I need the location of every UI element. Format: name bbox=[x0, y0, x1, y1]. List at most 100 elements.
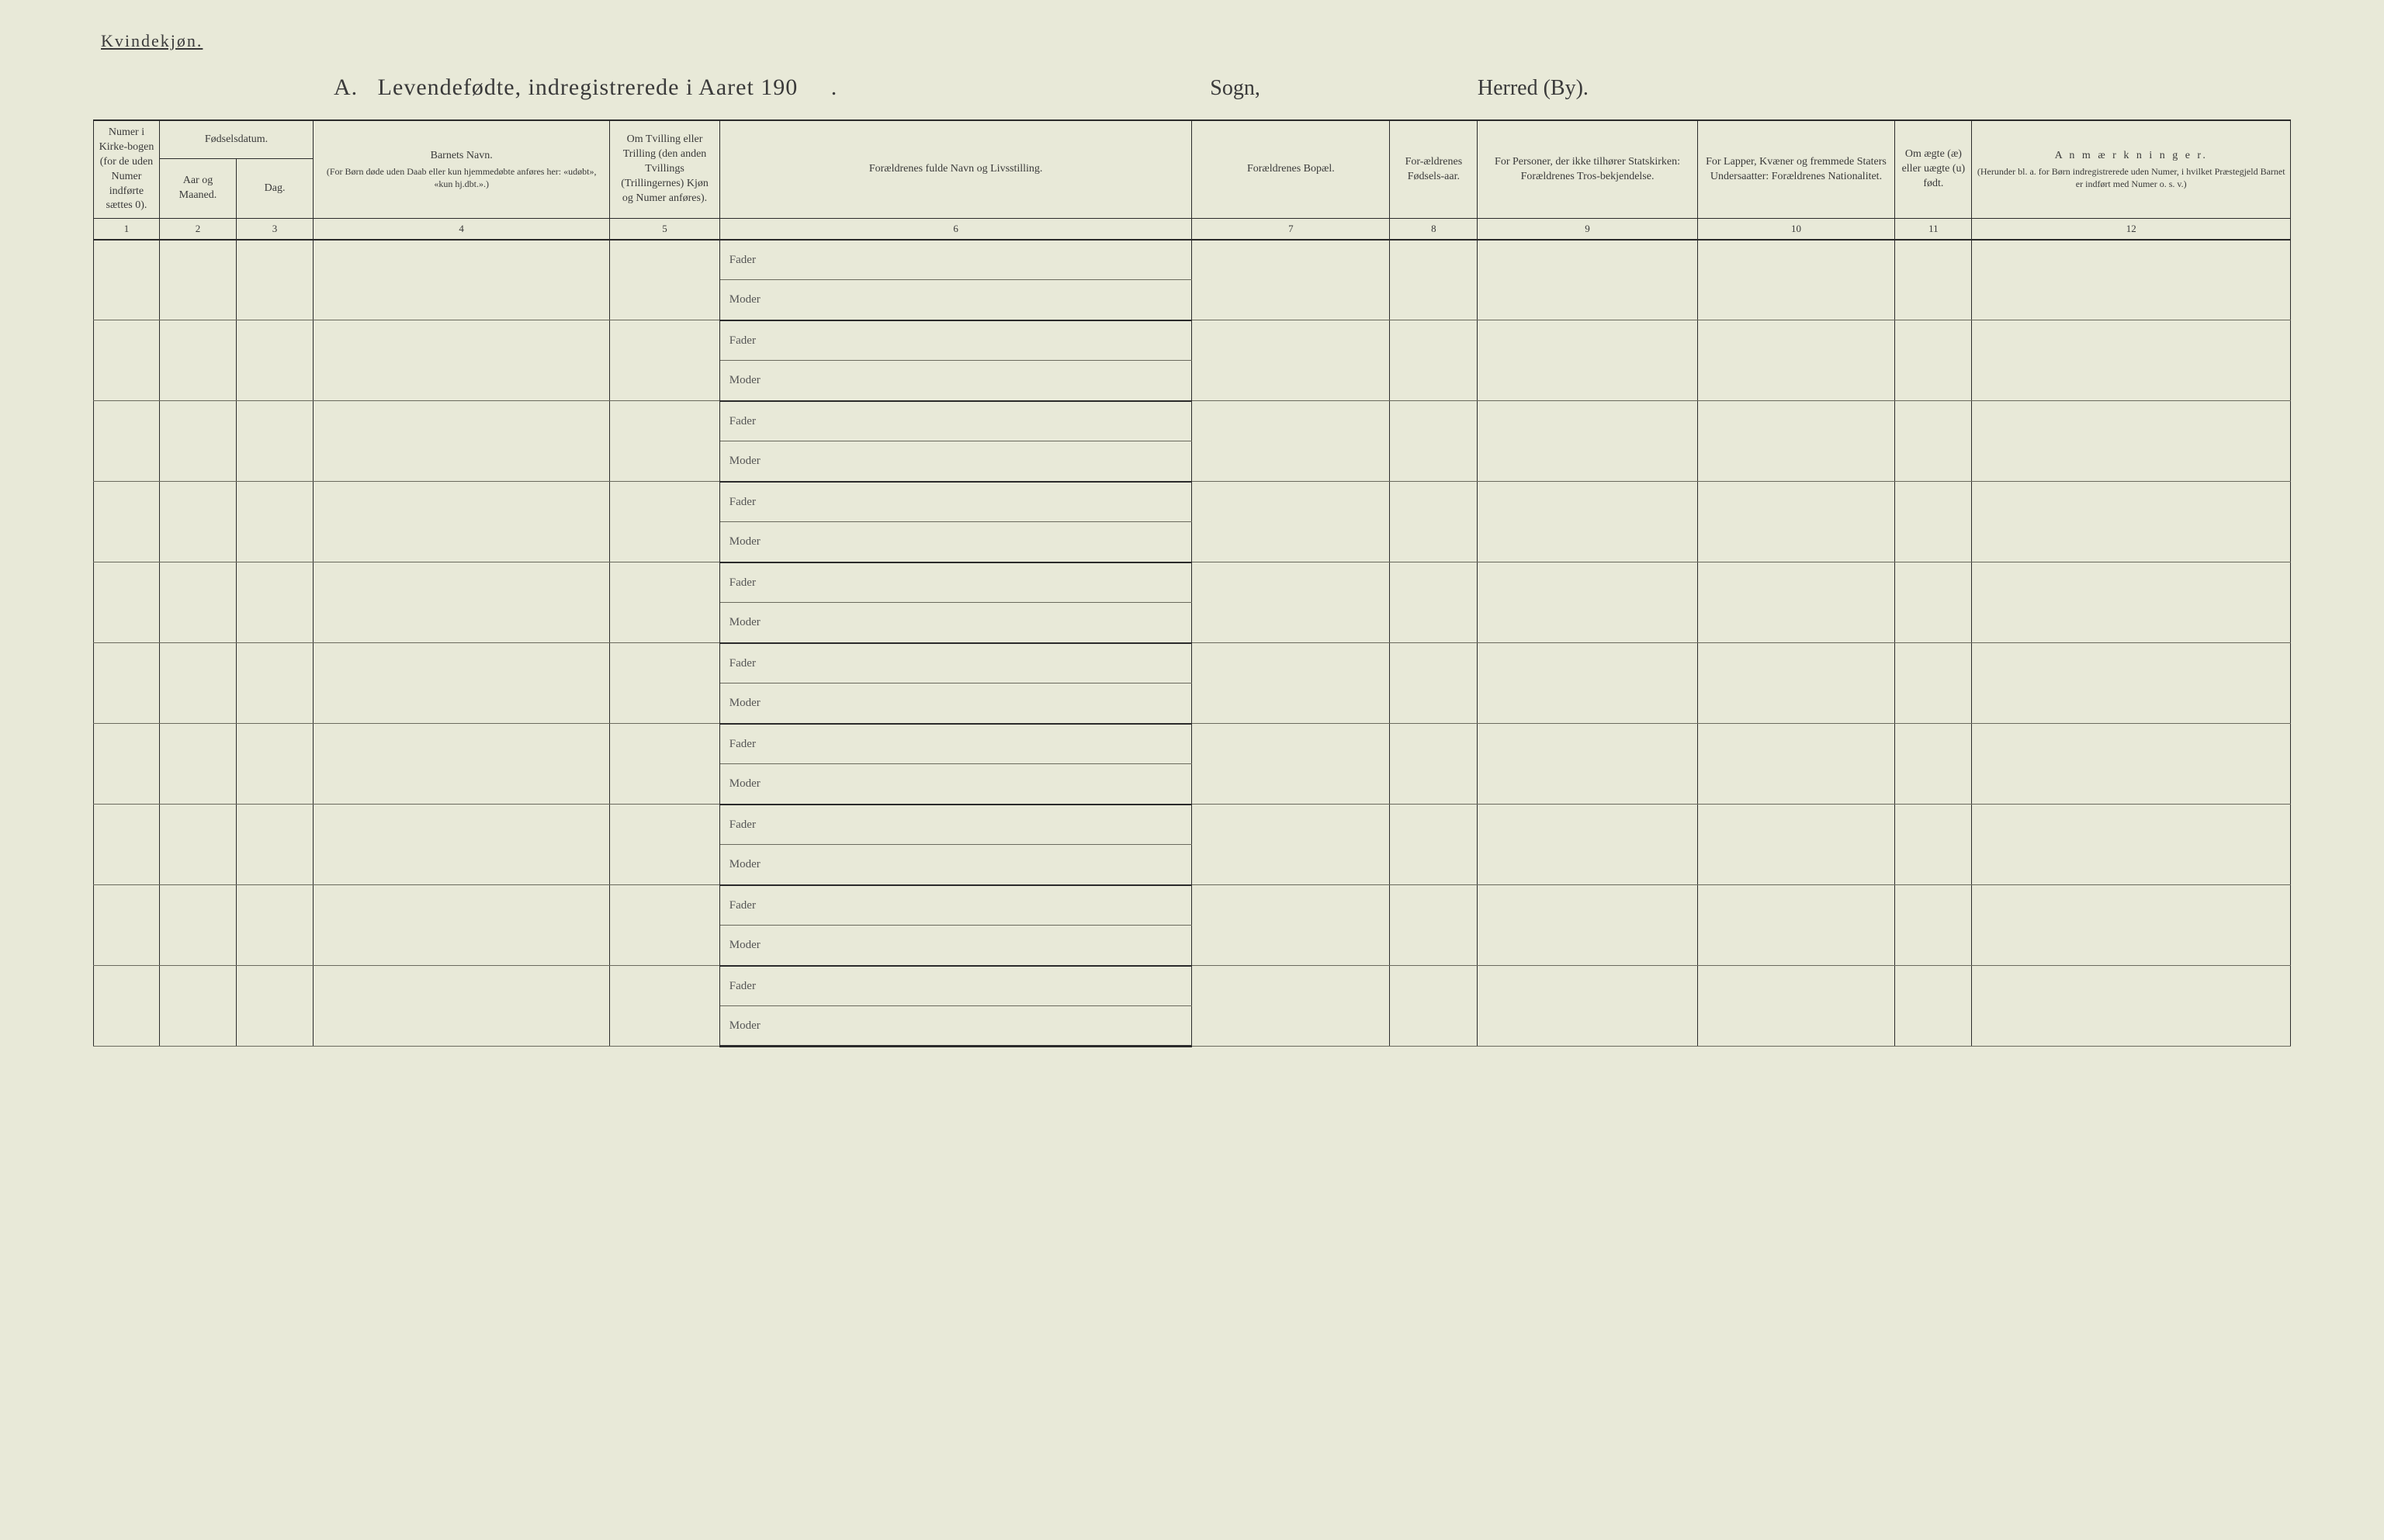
cell-c11 bbox=[1895, 482, 1972, 562]
title-prefix: A. bbox=[334, 74, 358, 100]
cell-c4 bbox=[314, 240, 610, 320]
cell-c7 bbox=[1192, 482, 1390, 562]
cell-c9 bbox=[1478, 562, 1697, 643]
parent-moder-cell: Moder bbox=[719, 764, 1192, 805]
table-body: FaderModerFaderModerFaderModerFaderModer… bbox=[94, 240, 2291, 1047]
table-row: Fader bbox=[94, 401, 2291, 441]
cell-c8 bbox=[1390, 240, 1478, 320]
cell-c2 bbox=[159, 643, 236, 724]
cell-c7 bbox=[1192, 805, 1390, 885]
cell-c12 bbox=[1972, 482, 2291, 562]
cell-c8 bbox=[1390, 885, 1478, 966]
cell-c4 bbox=[314, 805, 610, 885]
cell-c2 bbox=[159, 724, 236, 805]
table-row: Fader bbox=[94, 805, 2291, 845]
cell-c1 bbox=[94, 401, 160, 482]
cell-c1 bbox=[94, 966, 160, 1047]
cell-c8 bbox=[1390, 643, 1478, 724]
cell-c5 bbox=[610, 482, 720, 562]
cell-c1 bbox=[94, 885, 160, 966]
cell-c10 bbox=[1697, 643, 1895, 724]
colnum-3: 3 bbox=[237, 219, 314, 240]
cell-c4 bbox=[314, 966, 610, 1047]
cell-c9 bbox=[1478, 401, 1697, 482]
cell-c3 bbox=[237, 885, 314, 966]
col-head-4: Barnets Navn. (For Børn døde uden Daab e… bbox=[314, 120, 610, 219]
cell-c2 bbox=[159, 966, 236, 1047]
cell-c12 bbox=[1972, 562, 2291, 643]
parent-moder-cell: Moder bbox=[719, 845, 1192, 885]
parent-fader-cell: Fader bbox=[719, 482, 1192, 522]
cell-c8 bbox=[1390, 966, 1478, 1047]
parent-fader-cell: Fader bbox=[719, 401, 1192, 441]
parent-moder-cell: Moder bbox=[719, 926, 1192, 966]
colnum-6: 6 bbox=[719, 219, 1192, 240]
colnum-9: 9 bbox=[1478, 219, 1697, 240]
cell-c10 bbox=[1697, 885, 1895, 966]
cell-c11 bbox=[1895, 240, 1972, 320]
cell-c11 bbox=[1895, 885, 1972, 966]
cell-c11 bbox=[1895, 320, 1972, 401]
cell-c8 bbox=[1390, 805, 1478, 885]
cell-c3 bbox=[237, 562, 314, 643]
cell-c4 bbox=[314, 320, 610, 401]
cell-c9 bbox=[1478, 805, 1697, 885]
cell-c3 bbox=[237, 805, 314, 885]
col-head-8: For-ældrenes Fødsels-aar. bbox=[1390, 120, 1478, 219]
cell-c11 bbox=[1895, 724, 1972, 805]
col-head-2: Aar og Maaned. bbox=[159, 158, 236, 218]
cell-c12 bbox=[1972, 643, 2291, 724]
cell-c11 bbox=[1895, 966, 1972, 1047]
cell-c2 bbox=[159, 562, 236, 643]
cell-c5 bbox=[610, 724, 720, 805]
register-page: Kvindekjøn. A. Levendefødte, indregistre… bbox=[93, 31, 2291, 1047]
cell-c5 bbox=[610, 643, 720, 724]
cell-c9 bbox=[1478, 885, 1697, 966]
table-row: Fader bbox=[94, 643, 2291, 683]
cell-c3 bbox=[237, 643, 314, 724]
cell-c3 bbox=[237, 966, 314, 1047]
cell-c11 bbox=[1895, 643, 1972, 724]
cell-c4 bbox=[314, 885, 610, 966]
col-head-12-sub: (Herunder bl. a. for Børn indregistrered… bbox=[1977, 165, 2285, 190]
cell-c1 bbox=[94, 482, 160, 562]
cell-c12 bbox=[1972, 320, 2291, 401]
cell-c10 bbox=[1697, 240, 1895, 320]
col-head-7: Forældrenes Bopæl. bbox=[1192, 120, 1390, 219]
parent-moder-cell: Moder bbox=[719, 361, 1192, 401]
colnum-5: 5 bbox=[610, 219, 720, 240]
cell-c1 bbox=[94, 320, 160, 401]
colnum-10: 10 bbox=[1697, 219, 1895, 240]
cell-c1 bbox=[94, 643, 160, 724]
cell-c8 bbox=[1390, 320, 1478, 401]
cell-c12 bbox=[1972, 724, 2291, 805]
cell-c10 bbox=[1697, 482, 1895, 562]
cell-c12 bbox=[1972, 885, 2291, 966]
cell-c7 bbox=[1192, 562, 1390, 643]
col-head-9: For Personer, der ikke tilhører Statskir… bbox=[1478, 120, 1697, 219]
col-head-4-sub: (For Børn døde uden Daab eller kun hjemm… bbox=[318, 165, 605, 190]
cell-c7 bbox=[1192, 966, 1390, 1047]
title-text: Levendefødte, indregistrerede i Aaret 19… bbox=[378, 74, 799, 100]
cell-c10 bbox=[1697, 320, 1895, 401]
cell-c2 bbox=[159, 885, 236, 966]
cell-c7 bbox=[1192, 320, 1390, 401]
gender-label: Kvindekjøn. bbox=[101, 31, 2291, 51]
cell-c5 bbox=[610, 240, 720, 320]
parent-fader-cell: Fader bbox=[719, 885, 1192, 926]
cell-c8 bbox=[1390, 401, 1478, 482]
cell-c12 bbox=[1972, 966, 2291, 1047]
cell-c5 bbox=[610, 966, 720, 1047]
cell-c10 bbox=[1697, 724, 1895, 805]
col-head-12-top: A n m æ r k n i n g e r. bbox=[2055, 150, 2208, 161]
cell-c9 bbox=[1478, 320, 1697, 401]
page-title: A. Levendefødte, indregistrerede i Aaret… bbox=[334, 74, 837, 101]
cell-c9 bbox=[1478, 643, 1697, 724]
cell-c9 bbox=[1478, 966, 1697, 1047]
cell-c10 bbox=[1697, 562, 1895, 643]
cell-c5 bbox=[610, 885, 720, 966]
colnum-7: 7 bbox=[1192, 219, 1390, 240]
cell-c8 bbox=[1390, 724, 1478, 805]
table-row: Fader bbox=[94, 240, 2291, 280]
cell-c12 bbox=[1972, 805, 2291, 885]
